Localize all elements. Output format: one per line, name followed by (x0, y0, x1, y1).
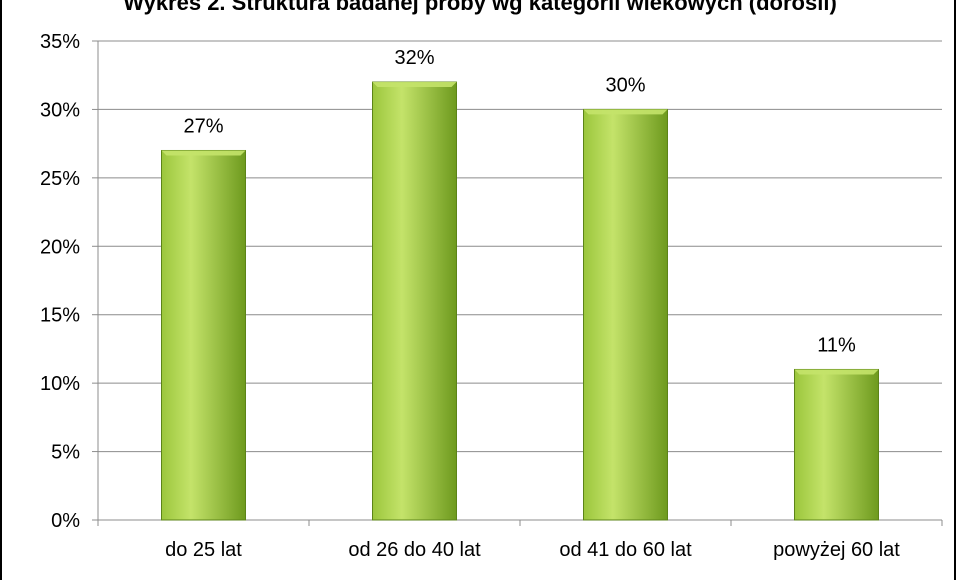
bar-top-bevel (161, 150, 246, 156)
chart-title: Wykres 2. Struktura badanej próby wg kat… (123, 0, 837, 15)
y-tick-label: 0% (51, 510, 80, 532)
data-labels: 27% 32% 30% 11% (183, 47, 856, 356)
y-tick-label: 5% (51, 442, 80, 464)
y-tick-labels: 0% 5% 10% 15% 20% 25% 30% 35% (40, 31, 80, 532)
bars (161, 81, 879, 521)
x-category-label: od 26 do 40 lat (348, 539, 481, 561)
data-label: 11% (817, 334, 856, 356)
bar-top-bevel (794, 369, 879, 375)
bar (794, 368, 879, 521)
y-tick-label: 10% (40, 373, 80, 395)
bar (161, 149, 246, 521)
bar (583, 108, 668, 521)
bar-top-bevel (372, 82, 457, 88)
y-tick-label: 20% (40, 236, 80, 258)
data-label: 32% (394, 47, 434, 69)
y-tick-label: 30% (40, 99, 80, 121)
y-tick-label: 35% (40, 31, 80, 53)
bar (372, 81, 457, 521)
data-label: 27% (183, 115, 223, 137)
y-tick-label: 15% (40, 305, 80, 327)
x-category-label: od 41 do 60 lat (559, 539, 692, 561)
data-label: 30% (605, 74, 645, 96)
x-category-labels: do 25 lat od 26 do 40 lat od 41 do 60 lat p… (165, 539, 900, 561)
x-category-label: do 25 lat (165, 539, 242, 561)
x-category-label: powyżej 60 lat (773, 539, 900, 561)
y-tick-label: 25% (40, 168, 80, 190)
bar-top-bevel (583, 109, 668, 115)
